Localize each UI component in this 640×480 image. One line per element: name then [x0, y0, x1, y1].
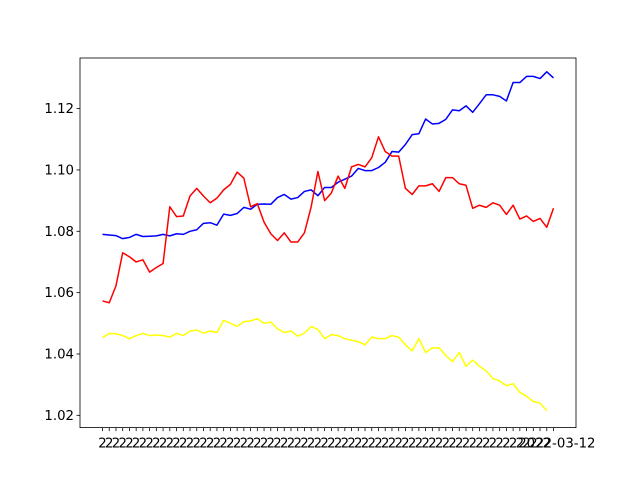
- x-tick-label: 2: [213, 437, 221, 452]
- x-tick-label: 2: [132, 437, 140, 452]
- x-tick-label: 2: [273, 437, 281, 452]
- x-tick-label: 2: [314, 437, 322, 452]
- x-tick-label: 2: [415, 437, 423, 452]
- x-tick-label: 2: [206, 437, 214, 452]
- series-line-yellow: [102, 317, 548, 412]
- x-tick-label: 2: [536, 437, 544, 452]
- y-tick-label: 1.06: [44, 286, 74, 301]
- x-tick-label: 2: [118, 437, 126, 452]
- y-tick-label: 1.02: [44, 409, 74, 424]
- x-tick-label: 2: [354, 437, 362, 452]
- x-tick-label: 2: [186, 437, 194, 452]
- x-tick-label: 2: [428, 437, 436, 452]
- y-tick-label: 1.04: [44, 347, 74, 362]
- x-tick-label: 2: [226, 437, 234, 452]
- x-tick-label: 2: [112, 437, 120, 452]
- x-tick-label-last: 2022-03-12: [518, 437, 595, 452]
- x-tick-label: 2: [341, 437, 349, 452]
- x-tick-label: 2: [509, 437, 517, 452]
- y-tick-label: 1.08: [44, 225, 74, 240]
- x-tick-label: 2: [455, 437, 463, 452]
- series-line-red: [102, 136, 555, 304]
- x-tick-label: 2: [468, 437, 476, 452]
- y-tick-label: 1.12: [44, 102, 74, 117]
- x-tick-label: 2: [125, 437, 133, 452]
- x-tick-label: 2: [401, 437, 409, 452]
- x-tick-label: 2: [105, 437, 113, 452]
- x-tick-label: 2: [388, 437, 396, 452]
- x-tick-label: 2: [368, 437, 376, 452]
- x-tick-label: 2: [522, 437, 530, 452]
- x-tick-label: 2: [394, 437, 402, 452]
- x-tick-label: 2: [246, 437, 254, 452]
- x-tick-label: 2: [381, 437, 389, 452]
- x-tick-label: 2: [159, 437, 167, 452]
- x-tick-label: 2: [179, 437, 187, 452]
- x-tick-label: 2: [219, 437, 227, 452]
- x-axis: 2222222222222222222222222222222222222222…: [98, 427, 596, 452]
- x-tick-label: 2: [293, 437, 301, 452]
- x-tick-label: 2: [287, 437, 295, 452]
- x-tick-label: 2: [233, 437, 241, 452]
- x-tick-label: 2: [307, 437, 315, 452]
- x-tick-label: 2: [489, 437, 497, 452]
- series-line-blue: [102, 71, 555, 240]
- x-tick-label: 2: [448, 437, 456, 452]
- x-tick-label: 2: [347, 437, 355, 452]
- x-tick-label: 2: [193, 437, 201, 452]
- x-tick-label: 2: [482, 437, 490, 452]
- x-tick-label: 2: [495, 437, 503, 452]
- x-tick-label: 2: [475, 437, 483, 452]
- x-tick-label: 2: [267, 437, 275, 452]
- x-tick-label: 2: [462, 437, 470, 452]
- x-tick-label: 2: [374, 437, 382, 452]
- x-tick-label: 2: [361, 437, 369, 452]
- x-tick-label: 2: [442, 437, 450, 452]
- x-tick-label: 2: [334, 437, 342, 452]
- x-tick-label: 2: [435, 437, 443, 452]
- x-tick-label: 2: [280, 437, 288, 452]
- x-tick-label: 2: [139, 437, 147, 452]
- x-tick-label: 2: [529, 437, 537, 452]
- x-tick-label: 2: [260, 437, 268, 452]
- x-tick-label: 2: [543, 437, 551, 452]
- x-tick-label: 2: [408, 437, 416, 452]
- x-tick-label: 2: [253, 437, 261, 452]
- x-tick-label: 2: [152, 437, 160, 452]
- plot-frame: [79, 57, 577, 429]
- x-tick-label: 2: [327, 437, 335, 452]
- x-tick-label: 2: [502, 437, 510, 452]
- x-tick-label: 2: [166, 437, 174, 452]
- series-layer: [102, 71, 555, 412]
- x-tick-label: 2: [98, 437, 106, 452]
- x-tick-label: 2: [300, 437, 308, 452]
- x-tick-label: 2: [145, 437, 153, 452]
- x-tick-label: 2: [320, 437, 328, 452]
- y-axis: 1.02 1.04 1.06 1.08 1.10 1.12: [44, 102, 80, 424]
- x-tick-label: 2: [516, 437, 524, 452]
- y-tick-label: 1.10: [44, 163, 74, 178]
- x-tick-label: 2: [421, 437, 429, 452]
- x-tick-label: 2: [172, 437, 180, 452]
- x-tick-label: 2: [240, 437, 248, 452]
- x-tick-label: 2: [199, 437, 207, 452]
